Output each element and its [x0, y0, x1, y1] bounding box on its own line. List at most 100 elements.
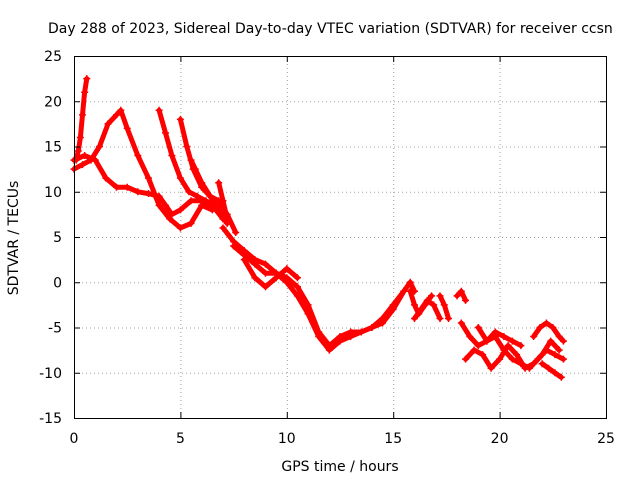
data-point	[113, 183, 121, 191]
data-point	[262, 283, 270, 291]
data-point	[283, 274, 291, 282]
data-point	[389, 301, 397, 309]
data-point	[406, 287, 414, 295]
data-point	[549, 324, 557, 331]
data-point	[547, 337, 555, 345]
data-point	[521, 364, 529, 372]
series-arc-18	[530, 319, 567, 345]
y-tick-label: 15	[44, 140, 62, 156]
data-point	[198, 201, 206, 209]
data-point	[117, 106, 125, 114]
data-point	[262, 269, 270, 277]
series-arc-5	[176, 115, 240, 236]
x-tick-label: 15	[384, 431, 402, 447]
data-point	[134, 152, 142, 160]
series-trace	[241, 257, 300, 290]
data-point	[215, 179, 223, 187]
data-point	[457, 287, 465, 295]
data-point	[293, 292, 301, 300]
data-point	[144, 190, 152, 198]
data-point	[176, 206, 184, 214]
data-point	[555, 346, 563, 354]
data-point	[123, 124, 131, 132]
data-point	[202, 197, 210, 205]
y-tick-label: 5	[53, 230, 62, 246]
data-point	[336, 333, 344, 341]
y-tick-label: 20	[44, 94, 62, 110]
data-point	[545, 364, 553, 372]
x-tick-label: 20	[491, 431, 509, 447]
data-point	[410, 301, 418, 309]
data-point	[251, 274, 259, 282]
data-point	[168, 210, 176, 218]
data-point	[445, 314, 453, 322]
data-point	[283, 265, 291, 273]
data-point	[474, 342, 482, 350]
data-point	[542, 319, 550, 327]
data-point	[555, 333, 563, 341]
data-point	[325, 342, 333, 350]
data-point	[440, 301, 448, 309]
data-point	[183, 143, 191, 150]
data-point	[379, 314, 387, 322]
data-point	[479, 351, 487, 359]
data-point	[74, 147, 82, 155]
data-point	[474, 324, 482, 331]
data-point	[417, 305, 425, 313]
y-tick-label: 0	[53, 275, 62, 291]
data-point	[81, 88, 89, 96]
data-point	[457, 319, 465, 327]
data-point	[491, 328, 499, 336]
series-arc-8	[219, 224, 418, 354]
data-point	[470, 346, 478, 354]
data-point	[185, 188, 193, 196]
y-tick-label: -10	[39, 366, 62, 382]
data-point	[551, 369, 559, 377]
series-arc-14	[453, 287, 470, 304]
data-point	[315, 328, 323, 336]
axis-ticks: 0 5 10 15 20 25 -15 -10 -5 0 5 10 15 20 25	[39, 49, 615, 447]
data-point	[83, 75, 91, 83]
data-point	[240, 256, 248, 264]
data-point	[272, 274, 280, 282]
data-point	[517, 342, 525, 350]
series-arc-7	[215, 179, 231, 223]
x-tick-label: 25	[597, 431, 615, 447]
data-point	[72, 156, 80, 164]
data-point	[462, 296, 470, 304]
data-point	[436, 292, 444, 300]
data-point	[251, 260, 259, 268]
data-point	[232, 228, 240, 236]
data-point	[230, 242, 238, 250]
data-point	[79, 111, 87, 119]
data-point	[436, 314, 444, 322]
data-point	[76, 133, 84, 141]
data-point	[162, 201, 170, 209]
data-point	[79, 161, 87, 169]
data-point	[559, 337, 567, 345]
series-arc-13	[436, 292, 453, 322]
data-point	[102, 174, 110, 182]
series-trace	[71, 107, 215, 231]
data-point	[513, 351, 521, 359]
data-point	[166, 215, 174, 223]
data-point	[81, 152, 89, 160]
data-point	[508, 355, 516, 363]
data-point	[406, 278, 414, 286]
data-point	[293, 283, 301, 291]
data-point	[123, 183, 131, 191]
data-point	[508, 337, 516, 345]
series-arc-6	[187, 156, 231, 227]
data-point	[357, 328, 365, 336]
data-point	[113, 111, 121, 119]
data-point	[453, 292, 461, 300]
data-point	[304, 301, 312, 309]
data-point	[400, 287, 408, 295]
grid	[74, 56, 606, 418]
data-point	[410, 314, 418, 322]
data-point	[104, 120, 112, 128]
data-point	[144, 174, 152, 182]
data-point	[206, 192, 214, 200]
data-point	[551, 351, 559, 359]
